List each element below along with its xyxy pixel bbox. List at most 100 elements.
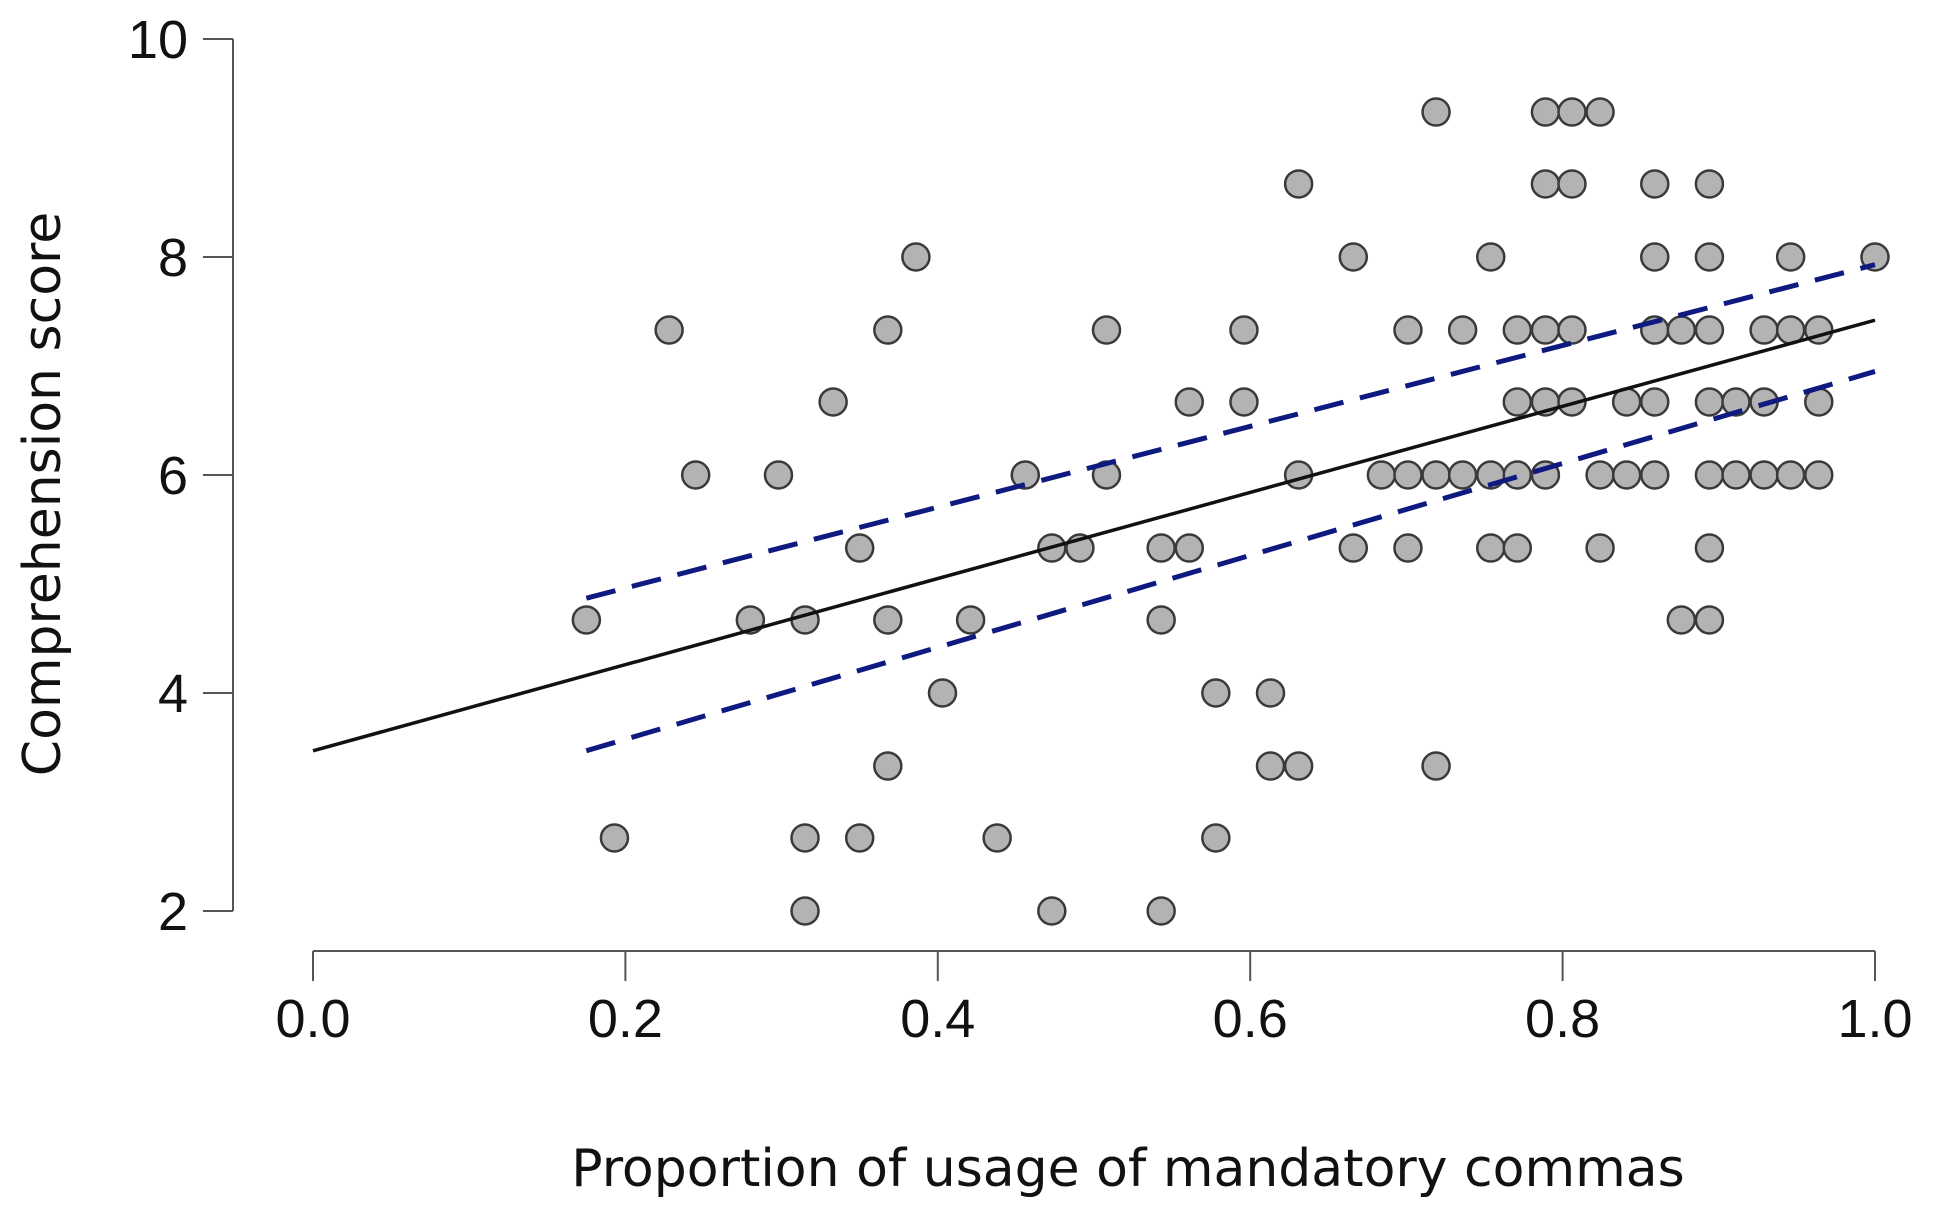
data-point xyxy=(1804,460,1834,490)
data-point xyxy=(1283,169,1314,199)
data-point xyxy=(599,823,630,853)
x-axis: 0.0 0.2 0.4 0.6 0.8 1.0 xyxy=(275,950,1913,1049)
data-point xyxy=(1585,533,1615,563)
x-tick-label: 0.4 xyxy=(900,989,975,1049)
data-point xyxy=(790,896,820,926)
data-point xyxy=(1557,169,1587,199)
data-point xyxy=(1694,242,1725,272)
data-point xyxy=(1393,533,1423,563)
data-point xyxy=(901,242,931,272)
data-point xyxy=(1557,97,1587,127)
data-point xyxy=(1640,387,1670,417)
data-point xyxy=(927,678,958,708)
data-point xyxy=(1502,387,1533,417)
data-point xyxy=(1502,533,1533,563)
x-axis-title: Proportion of usage of mandatory commas xyxy=(571,1139,1684,1199)
y-tick-label: 4 xyxy=(158,664,188,724)
data-point xyxy=(1557,315,1587,345)
data-point xyxy=(1366,460,1397,490)
data-point xyxy=(571,605,602,635)
data-point xyxy=(1421,97,1451,127)
y-axis-title: Comprehension score xyxy=(13,212,73,776)
data-point xyxy=(680,460,711,490)
data-point xyxy=(1010,460,1041,490)
data-point xyxy=(1502,460,1533,490)
fit-lines xyxy=(312,262,1876,754)
data-point xyxy=(873,605,903,635)
data-point xyxy=(1775,242,1806,272)
data-point xyxy=(1640,460,1670,490)
data-point xyxy=(1530,97,1561,127)
x-tick-label: 0.6 xyxy=(1213,989,1288,1049)
data-point xyxy=(1421,460,1451,490)
data-point xyxy=(844,533,875,563)
x-ticks: 0.0 0.2 0.4 0.6 0.8 1.0 xyxy=(275,951,1913,1049)
data-point xyxy=(1640,242,1670,272)
data-point xyxy=(1037,896,1067,926)
data-point xyxy=(873,751,903,781)
x-tick-label: 0.2 xyxy=(588,989,663,1049)
data-point xyxy=(1666,315,1697,345)
data-point xyxy=(1091,315,1122,345)
data-point xyxy=(1475,533,1506,563)
data-point xyxy=(1146,605,1176,635)
data-point xyxy=(1229,315,1259,345)
y-tick-label: 10 xyxy=(128,10,188,70)
y-ticks: 2 4 6 8 10 xyxy=(128,10,233,942)
data-point xyxy=(1201,678,1231,708)
data-point xyxy=(1421,751,1451,781)
data-point xyxy=(1338,533,1369,563)
data-point xyxy=(1174,533,1205,563)
y-tick-label: 8 xyxy=(158,228,188,288)
data-point xyxy=(1447,460,1478,490)
data-points xyxy=(571,97,1890,926)
data-point xyxy=(1229,387,1259,417)
y-axis: 2 4 6 8 10 xyxy=(128,10,234,942)
data-point xyxy=(1694,533,1725,563)
data-point xyxy=(1283,751,1314,781)
confidence-upper-line xyxy=(585,262,1876,601)
data-point xyxy=(1640,169,1670,199)
data-point xyxy=(1666,605,1697,635)
data-point xyxy=(1502,315,1533,345)
data-point xyxy=(1201,823,1231,853)
data-point xyxy=(654,315,684,345)
data-point xyxy=(1338,242,1369,272)
y-tick-label: 6 xyxy=(158,446,188,506)
data-point xyxy=(955,605,986,635)
data-point xyxy=(1694,169,1725,199)
data-point xyxy=(1255,678,1286,708)
data-point xyxy=(1393,460,1423,490)
data-point xyxy=(982,823,1012,853)
data-point xyxy=(1749,460,1779,490)
data-point xyxy=(763,460,794,490)
data-point xyxy=(873,315,903,345)
regression-line xyxy=(312,318,1876,753)
confidence-lower-line xyxy=(585,369,1876,754)
data-point xyxy=(1585,460,1615,490)
data-point xyxy=(1749,315,1779,345)
data-point xyxy=(1255,751,1286,781)
data-point xyxy=(1694,460,1725,490)
data-point xyxy=(1721,460,1751,490)
data-point xyxy=(1694,605,1725,635)
data-point xyxy=(790,605,820,635)
data-point xyxy=(1146,533,1176,563)
data-point xyxy=(818,387,848,417)
x-tick-label: 0.0 xyxy=(275,989,350,1049)
data-point xyxy=(1611,460,1642,490)
data-point xyxy=(1393,315,1423,345)
data-point xyxy=(1447,315,1478,345)
data-point xyxy=(1530,169,1561,199)
x-tick-label: 0.8 xyxy=(1525,989,1600,1049)
data-point xyxy=(1475,242,1506,272)
data-point xyxy=(1174,387,1205,417)
data-point xyxy=(1775,460,1806,490)
data-point xyxy=(1694,387,1725,417)
y-tick-label: 2 xyxy=(158,882,188,942)
data-point xyxy=(844,823,875,853)
x-tick-label: 1.0 xyxy=(1837,989,1912,1049)
data-point xyxy=(790,823,820,853)
data-point xyxy=(1146,896,1176,926)
